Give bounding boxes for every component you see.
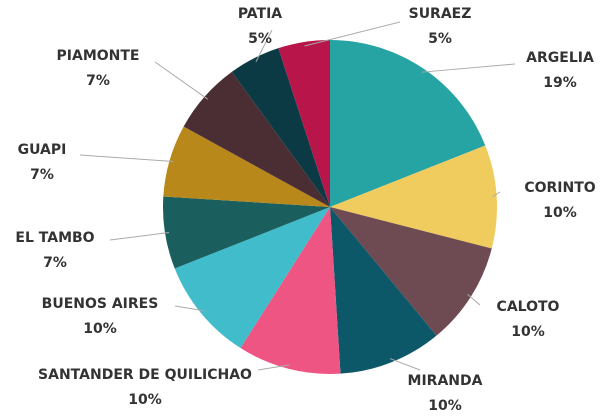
pie-slice [278,40,330,207]
slice-value-label: 7% [30,167,54,183]
slice-value-label: 10% [128,392,162,408]
pie-slice [330,145,497,249]
pie-slice [162,196,330,269]
pie-slice [330,207,437,374]
pie-slice [183,71,330,207]
slice-value-label: 19% [543,75,577,91]
slice-label: PATIA [238,6,282,22]
pie-slice [330,207,492,336]
slice-label: BUENOS AIRES [42,296,159,312]
leader-line [389,358,421,371]
leader-line [154,61,209,100]
slice-label: PIAMONTE [57,48,140,64]
slice-value-label: 10% [83,321,117,337]
slice-value-label: 10% [511,324,545,340]
pie-slice [240,207,341,375]
leader-line [79,154,174,163]
pie-slice [174,207,330,349]
leader-line [421,63,516,73]
slice-label: SURAEZ [409,6,472,22]
pie-slice [330,40,486,207]
slice-value-label: 10% [543,205,577,221]
leader-line [492,191,501,198]
slice-label: GUAPI [18,142,67,158]
slice-label: CORINTO [524,180,595,196]
leader-line [255,29,273,62]
slice-value-label: 5% [248,31,272,47]
slice-value-label: 5% [428,31,452,47]
leader-line [257,364,290,371]
slice-value-label: 7% [86,73,110,89]
leader-line [109,232,170,241]
leader-line [304,21,401,47]
slice-value-label: 7% [43,255,67,271]
leader-line [467,293,481,306]
pie-slice [231,48,330,208]
slice-label: CALOTO [497,299,560,315]
pie-slice [163,126,330,207]
slice-label: MIRANDA [408,373,483,389]
slice-label: EL TAMBO [15,230,94,246]
slice-value-label: 10% [428,398,462,414]
leader-line [174,305,205,312]
slice-label: ARGELIA [526,50,594,66]
slice-label: SANTANDER DE QUILICHAO [38,367,252,383]
